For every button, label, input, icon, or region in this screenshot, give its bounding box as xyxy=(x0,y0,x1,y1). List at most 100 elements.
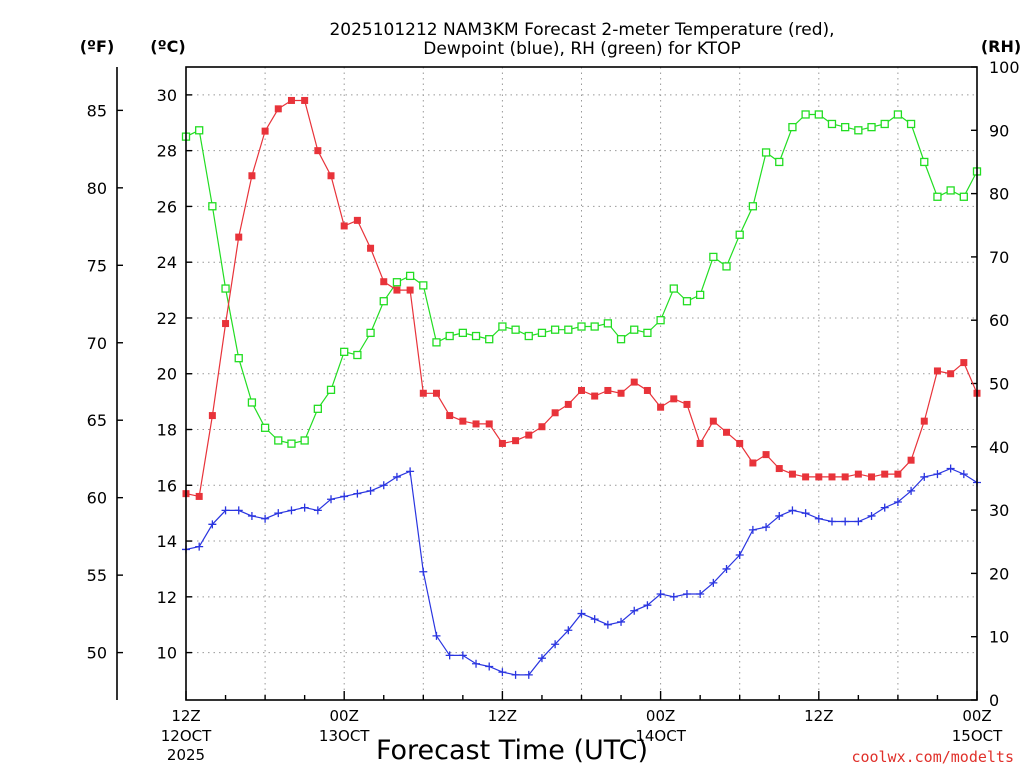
rh-point xyxy=(959,192,968,201)
temperature-point xyxy=(301,96,309,104)
dewpoint-point xyxy=(722,564,731,573)
temperature-point xyxy=(446,412,454,420)
temperature-point xyxy=(709,417,717,425)
fahrenheit-tick-label: 55 xyxy=(87,566,107,585)
dewpoint-point xyxy=(419,567,428,576)
dewpoint-point xyxy=(511,670,520,679)
x-tick-label-date: 12OCT xyxy=(161,727,212,745)
rh-point xyxy=(722,262,731,271)
rh-point xyxy=(221,284,230,293)
dewpoint-point xyxy=(696,590,705,599)
rh-point xyxy=(537,328,547,338)
rh-unit-label: (RH) xyxy=(981,37,1021,56)
rh-point xyxy=(867,122,876,132)
temperature-point xyxy=(274,105,282,113)
celsius-tick-label: 12 xyxy=(157,588,177,607)
rh-point xyxy=(524,331,533,341)
rh-point xyxy=(854,126,863,135)
chart-title-line1: 2025101212 NAM3KM Forecast 2-meter Tempe… xyxy=(329,20,834,40)
fahrenheit-axis: 50 55 60 65 70 75 80 85 xyxy=(87,67,123,700)
rh-point xyxy=(906,119,916,129)
rh-point xyxy=(432,338,441,347)
temperature-point xyxy=(736,439,744,447)
rh-point xyxy=(326,385,336,394)
rh-point xyxy=(379,297,388,306)
rh-point xyxy=(260,423,270,432)
temperature-point xyxy=(235,233,243,241)
rh-point xyxy=(775,157,784,167)
fahrenheit-unit-label: (ºF) xyxy=(80,37,115,56)
dewpoint-point xyxy=(788,506,797,515)
dewpoint-point xyxy=(643,601,652,610)
rh-point xyxy=(603,319,613,328)
celsius-axis: 10 12 14 16 18 20 22 24 26 28 30 xyxy=(157,86,192,663)
rh-point xyxy=(880,119,889,129)
rh-point xyxy=(814,110,823,119)
dewpoint-point xyxy=(195,542,204,551)
rh-point xyxy=(920,157,929,167)
rh-tick-label: 10 xyxy=(989,628,1009,647)
temperature-point xyxy=(538,423,546,431)
temperature-point xyxy=(222,320,230,328)
celsius-tick-label: 20 xyxy=(157,365,177,384)
dewpoint-point xyxy=(669,592,678,601)
rh-tick-label: 0 xyxy=(989,691,999,710)
rh-tick-label: 20 xyxy=(989,564,1009,583)
rh-point xyxy=(353,350,362,360)
dewpoint-point xyxy=(775,511,784,520)
dewpoint-point xyxy=(432,631,441,640)
temperature-point xyxy=(696,439,704,447)
x-tick-label-year: 2025 xyxy=(167,746,205,764)
temperature-point xyxy=(604,386,612,394)
fahrenheit-tick-label: 80 xyxy=(87,179,107,198)
temperature-point xyxy=(960,359,968,367)
rh-point xyxy=(933,192,942,201)
rh-point xyxy=(511,325,520,334)
dewpoint-point xyxy=(392,472,401,481)
temperature-point xyxy=(248,172,256,180)
dewpoint-point xyxy=(564,626,573,635)
credit-text: coolwx.com/modelts xyxy=(851,748,1014,766)
rh-point xyxy=(827,119,837,129)
rh-point xyxy=(735,230,744,239)
x-axis-title: Forecast Time (UTC) xyxy=(376,735,648,766)
temperature-point xyxy=(472,420,480,428)
dewpoint-point xyxy=(524,670,533,679)
celsius-tick-label: 26 xyxy=(157,197,177,216)
rh-point xyxy=(392,278,402,287)
celsius-tick-label: 24 xyxy=(157,253,177,272)
temperature-point xyxy=(762,451,770,459)
rh-line xyxy=(185,113,978,445)
dewpoint-point xyxy=(603,620,612,629)
temperature-point xyxy=(683,400,691,408)
dewpoint-point xyxy=(709,578,718,587)
rh-tick-label: 90 xyxy=(989,121,1009,140)
dewpoint-point xyxy=(920,472,929,481)
temperature-point xyxy=(591,392,599,400)
temperature-point xyxy=(432,389,440,397)
temperature-point xyxy=(854,470,862,478)
rh-tick-label: 50 xyxy=(989,375,1009,394)
fahrenheit-tick-label: 60 xyxy=(87,489,107,508)
temperature-point xyxy=(551,409,559,417)
gridlines xyxy=(186,67,977,700)
temperature-point xyxy=(525,431,533,439)
rh-tick-label: 70 xyxy=(989,248,1009,267)
rh-point xyxy=(366,328,375,338)
rh-point xyxy=(313,404,322,413)
dewpoint-point xyxy=(801,509,810,518)
dewpoint-line xyxy=(185,467,978,676)
dewpoint-point xyxy=(340,492,349,501)
dewpoint-point xyxy=(234,506,243,515)
rh-point xyxy=(274,436,283,445)
temperature-point xyxy=(749,459,757,467)
temperature-point xyxy=(419,389,427,397)
dewpoint-point xyxy=(735,550,744,559)
dewpoint-point xyxy=(379,481,388,490)
temperature-point xyxy=(868,473,876,481)
x-tick-label-time: 12Z xyxy=(171,707,200,725)
dewpoint-point xyxy=(445,651,454,660)
rh-point xyxy=(458,328,468,338)
x-tick-label-time: 00Z xyxy=(330,707,359,725)
